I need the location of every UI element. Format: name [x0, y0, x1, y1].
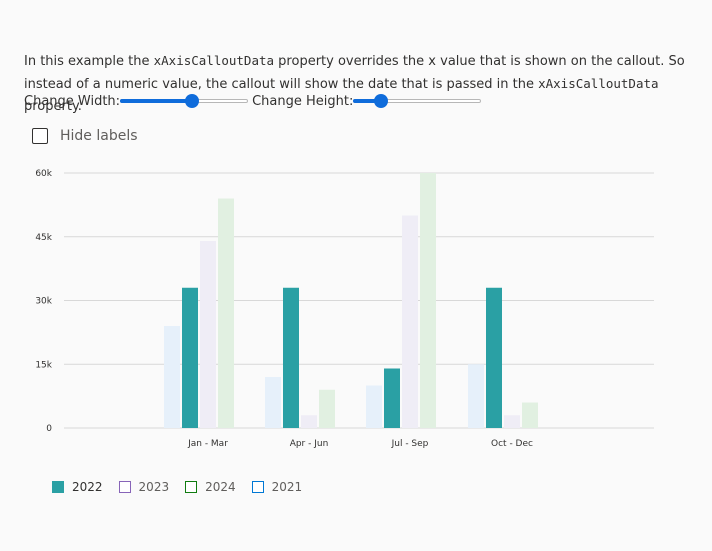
description-part-1: In this example the	[24, 54, 154, 69]
height-slider-thumb[interactable]	[374, 94, 389, 108]
legend-swatch	[251, 481, 264, 493]
bar-2024-3[interactable]	[420, 173, 436, 428]
slider-controls: Change Width: Change Height:	[24, 92, 482, 110]
hide-labels-toggle[interactable]: Hide labels	[32, 128, 138, 144]
bar-2021-1[interactable]	[164, 326, 180, 428]
y-tick-label: 45k	[35, 233, 52, 243]
description-text: In this example the xAxisCalloutData pro…	[24, 50, 704, 118]
description-part-2: property overrides the x value that is s…	[24, 54, 685, 92]
legend-label: 2022	[72, 480, 103, 494]
bar-2021-2[interactable]	[265, 377, 281, 428]
description-code-1: xAxisCalloutData	[153, 53, 275, 68]
bar-2022-2[interactable]	[283, 287, 299, 428]
legend-item-2024[interactable]: 2024	[185, 480, 236, 494]
bar-2023-4[interactable]	[504, 415, 520, 428]
height-slider[interactable]	[353, 93, 482, 109]
legend-swatch	[52, 481, 64, 493]
bar-2023-3[interactable]	[402, 215, 418, 429]
width-slider-thumb[interactable]	[184, 94, 199, 108]
legend-label: 2023	[138, 480, 170, 494]
x-tick-label: Jul - Sep	[391, 439, 429, 449]
legend-item-2021[interactable]: 2021	[251, 480, 303, 494]
bar-2021-4[interactable]	[468, 364, 484, 428]
width-slider-fill	[120, 99, 192, 103]
bar-2022-1[interactable]	[182, 287, 198, 428]
bar-2023-2[interactable]	[301, 415, 317, 428]
x-tick-label: Apr - Jun	[290, 439, 329, 449]
legend-swatch	[185, 481, 198, 493]
description-part-3: property.	[24, 99, 82, 114]
x-tick-label: Jan - Mar	[187, 439, 228, 449]
description-code-2: xAxisCalloutData	[538, 76, 659, 91]
height-slider-fill	[353, 99, 382, 103]
chart-legend: 2022 2023 2024 2021	[52, 480, 318, 494]
legend-swatch	[118, 481, 131, 493]
legend-label: 2024	[205, 480, 236, 494]
legend-item-2022[interactable]: 2022	[52, 480, 103, 494]
x-tick-label: Oct - Dec	[491, 439, 533, 449]
y-tick-label: 60k	[35, 169, 52, 179]
bar-2023-1[interactable]	[200, 241, 216, 428]
width-slider-label: Change Width:	[24, 93, 121, 109]
legend-item-2023[interactable]: 2023	[118, 480, 170, 494]
legend-label: 2021	[271, 480, 303, 494]
y-tick-label: 30k	[35, 297, 52, 307]
bar-2024-2[interactable]	[319, 389, 335, 428]
height-slider-label: Change Height:	[252, 93, 354, 109]
bar-2024-4[interactable]	[522, 402, 538, 429]
y-tick-label: 0	[46, 424, 52, 434]
hide-labels-checkbox[interactable]	[32, 128, 48, 144]
bar-2022-3[interactable]	[384, 368, 400, 429]
width-slider[interactable]	[120, 93, 249, 109]
bar-2024-1[interactable]	[218, 198, 234, 429]
bar-2022-4[interactable]	[486, 287, 502, 428]
hide-labels-label: Hide labels	[60, 128, 138, 144]
bar-2021-3[interactable]	[366, 385, 382, 429]
y-tick-label: 15k	[35, 360, 52, 370]
bar-chart: 0 15k 30k 45k 60k Jan - Mar Apr - Jun Jul - Sep…	[35, 169, 654, 449]
